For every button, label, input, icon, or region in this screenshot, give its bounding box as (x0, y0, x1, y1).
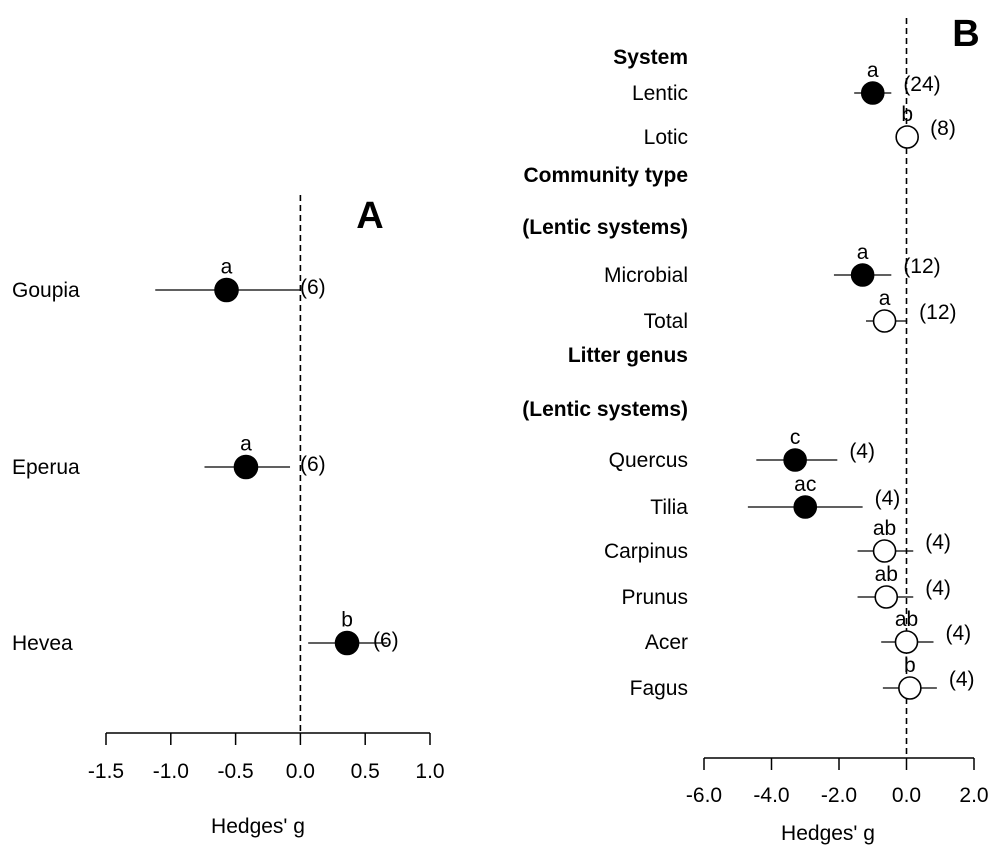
effect-point (874, 585, 899, 609)
significance-letter: a (867, 59, 879, 82)
significance-letter: a (879, 287, 891, 310)
sample-size-label: (4) (925, 577, 951, 600)
panel-b: -6.0 -4.0 -2.0 0.0 2.0 Hedges' g B System Lentic… (522, 13, 988, 845)
x-tick-label: -1.0 (153, 760, 189, 783)
significance-letter: ab (875, 563, 898, 586)
x-tick-label: -6.0 (686, 784, 722, 807)
row-label: Microbial (604, 264, 688, 287)
sample-size-label: (6) (300, 453, 326, 476)
x-tick-label: 0.0 (286, 760, 315, 783)
sample-size-label: (24) (903, 73, 940, 96)
group-heading: Litter genus (568, 344, 688, 367)
significance-letter: ac (794, 473, 816, 496)
group-heading: Community type (523, 164, 688, 187)
sample-size-label: (6) (373, 629, 399, 652)
row-label: Total (644, 310, 688, 333)
effect-point (872, 539, 897, 563)
effect-point (898, 676, 922, 700)
sample-size-label: (8) (930, 117, 956, 140)
sample-size-label: (12) (903, 255, 940, 278)
row-label: Quercus (609, 449, 688, 472)
effect-point (850, 263, 875, 287)
effect-point (860, 81, 885, 105)
panel-label: A (356, 195, 383, 237)
sample-size-label: (4) (875, 487, 901, 510)
group-heading: (Lentic systems) (522, 216, 688, 239)
significance-letter: a (221, 256, 233, 279)
panel-a: -1.5 -1.0 -0.5 0.0 0.5 1.0 Hedges' g A Goupia a (6… (12, 195, 445, 838)
row-label: Prunus (621, 586, 688, 609)
sample-size-label: (4) (946, 622, 972, 645)
group-heading: System (613, 46, 688, 69)
effect-point (872, 309, 897, 333)
sample-size-label: (6) (300, 276, 326, 299)
effect-point (895, 125, 919, 149)
row-label: Carpinus (604, 540, 688, 563)
x-axis-title: Hedges' g (781, 822, 875, 845)
x-axis-title: Hedges' g (211, 815, 305, 838)
x-tick-label: -0.5 (218, 760, 254, 783)
effect-point (334, 630, 360, 656)
row-label: Lentic (632, 82, 688, 105)
x-tick-label: 0.0 (892, 784, 921, 807)
sample-size-label: (4) (925, 531, 951, 554)
effect-point (233, 454, 259, 480)
significance-letter: b (901, 103, 913, 126)
significance-letter: a (240, 433, 252, 456)
significance-letter: ab (895, 608, 918, 631)
effect-point (214, 277, 239, 303)
row-label: Tilia (650, 496, 688, 519)
x-tick-label: 1.0 (415, 760, 444, 783)
effect-point (783, 448, 807, 472)
row-label: Fagus (630, 677, 688, 700)
significance-letter: a (857, 241, 869, 264)
significance-letter: c (790, 426, 801, 449)
row-label: Lotic (644, 126, 688, 149)
row-label: Eperua (12, 456, 80, 479)
significance-letter: b (904, 654, 916, 677)
x-tick-label: 0.5 (351, 760, 380, 783)
x-tick-label: -1.5 (88, 760, 124, 783)
sample-size-label: (4) (949, 668, 975, 691)
row-label: Hevea (12, 632, 73, 655)
effect-point (894, 630, 919, 654)
sample-size-label: (4) (849, 440, 875, 463)
x-tick-label: -4.0 (753, 784, 789, 807)
effect-point (793, 495, 818, 519)
significance-letter: ab (873, 517, 896, 540)
sample-size-label: (12) (919, 301, 956, 324)
row-label: Goupia (12, 279, 80, 302)
row-label: Acer (645, 631, 688, 654)
significance-letter: b (341, 609, 353, 632)
x-tick-label: -2.0 (821, 784, 857, 807)
panel-label: B (952, 13, 979, 55)
x-tick-label: 2.0 (959, 784, 988, 807)
group-heading: (Lentic systems) (522, 398, 688, 421)
